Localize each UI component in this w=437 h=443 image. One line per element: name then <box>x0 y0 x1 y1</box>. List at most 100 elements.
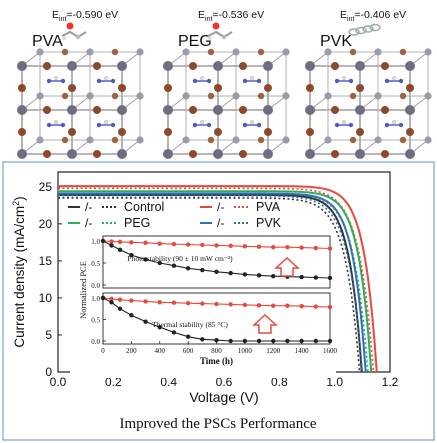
lead-atom <box>374 48 382 56</box>
lead-atom <box>405 105 415 115</box>
nitrogen-atom <box>398 78 404 84</box>
inset-series-point <box>256 244 262 249</box>
inset-series-point <box>171 300 177 305</box>
energy-main: E <box>52 9 59 21</box>
lead-atom <box>282 92 290 100</box>
lead-atom <box>117 105 127 115</box>
lead-atom <box>117 149 127 159</box>
inset-y-tick-label: 0.5 <box>91 317 100 325</box>
lead-atom <box>263 105 273 115</box>
ylabel-end: ) <box>12 196 27 201</box>
nitrogen-atom <box>398 122 404 128</box>
inset-x-axis-label: Time (h) <box>200 356 233 366</box>
inset-series-point <box>200 337 205 342</box>
y-tick-label: 15 <box>39 254 53 268</box>
lead-atom <box>136 48 144 56</box>
lead-atom <box>374 92 382 100</box>
inset-x-tick-label: 1400 <box>295 347 310 355</box>
lead-atom <box>305 149 315 159</box>
inset-series-point <box>271 244 276 250</box>
nitrogen-atom <box>192 122 198 128</box>
nitrogen-atom <box>110 78 116 84</box>
lead-atom <box>232 48 240 56</box>
inset-series-point <box>214 301 219 307</box>
energy-sub: int <box>347 16 354 23</box>
jv-forward-curve-pva <box>58 185 378 373</box>
halide-atom <box>264 128 272 136</box>
nitrogen-atom <box>384 122 390 128</box>
x-tick-label: 1.0 <box>326 375 343 389</box>
lead-atom <box>86 92 94 100</box>
hydrogen-atom <box>208 36 212 40</box>
inset-y-tick-label: 0.0 <box>91 282 100 290</box>
inset-series-point <box>228 338 233 344</box>
lead-atom <box>232 92 240 100</box>
inset-series-point <box>299 303 304 309</box>
inset-series-point <box>171 241 177 247</box>
halide-atom <box>118 128 126 136</box>
carbon-atom <box>75 34 81 40</box>
inset-series-point <box>327 246 333 251</box>
legend-prefix: /- <box>217 216 224 230</box>
panel-energy-label: Eint=-0.406 eV <box>340 9 406 23</box>
ring <box>369 23 381 32</box>
inset-x-tick-label: 0 <box>101 347 105 355</box>
jv-reverse-curve-control <box>58 197 361 373</box>
inset-y-tick-label: 1.0 <box>91 295 100 303</box>
panel-name-label: PVK <box>320 33 352 50</box>
inset-series-point <box>271 303 276 308</box>
molecule-bond <box>61 30 87 39</box>
halide-atom <box>61 136 69 144</box>
nitrogen-atom <box>206 122 212 128</box>
lead-atom <box>355 61 365 71</box>
lead-atom <box>424 136 432 144</box>
inset-series-point <box>228 270 233 276</box>
inset-y-tick-label: 1.0 <box>91 238 100 246</box>
ring <box>348 28 360 36</box>
energy-rest: =-0.590 eV <box>66 9 118 21</box>
halide-atom <box>331 106 339 114</box>
structure-panel-pvk: PVK Eint=-0.406 eV <box>305 9 432 159</box>
inset-series-point <box>185 300 191 306</box>
inset-series-point <box>256 273 262 278</box>
halide-atom <box>43 106 51 114</box>
hydrogen-atom <box>54 119 59 124</box>
hydrogen-atom <box>342 119 347 124</box>
nitrogen-atom <box>46 78 52 84</box>
red-up-arrow-icon <box>252 313 278 334</box>
y-tick-label: 5 <box>45 328 52 342</box>
lead-atom <box>305 61 315 71</box>
carbon-atom <box>221 34 227 40</box>
x-tick-label: 0.0 <box>50 375 67 389</box>
inset-y-tick-label: 0.0 <box>91 338 100 346</box>
legend: /- Control /- PVA /- PEG /- PVK <box>68 200 282 230</box>
lead-atom <box>67 61 77 71</box>
lead-atom <box>67 149 77 159</box>
inset-series-point <box>117 306 123 311</box>
molecule-icon <box>61 22 87 40</box>
lead-atom <box>86 48 94 56</box>
jv-reverse-curve-pvk <box>58 194 364 373</box>
nitrogen-atom <box>192 78 198 84</box>
x-axis-label: Voltage (V) <box>189 389 258 405</box>
lead-atom <box>86 136 94 144</box>
inset-series-point <box>109 296 114 302</box>
lead-atom <box>282 136 290 144</box>
x-tick-label: 1.2 <box>382 375 399 389</box>
legend-label: Control <box>124 200 164 214</box>
halide-atom <box>257 48 265 56</box>
halide-atom <box>406 84 414 92</box>
inset-series-point <box>200 242 205 248</box>
inset-series-point <box>117 297 123 302</box>
hydrogen-atom <box>62 36 66 40</box>
inset-series-point <box>129 313 134 318</box>
inset-series-point <box>143 299 148 304</box>
legend-prefix: /- <box>217 200 224 214</box>
lead-atom <box>36 92 44 100</box>
ylabel-main: Current density (mA/cm <box>12 206 27 348</box>
lead-atom <box>17 105 27 115</box>
structure-panel-pva: PVA Eint=-0.590 eV <box>17 9 144 159</box>
halide-atom <box>356 84 364 92</box>
